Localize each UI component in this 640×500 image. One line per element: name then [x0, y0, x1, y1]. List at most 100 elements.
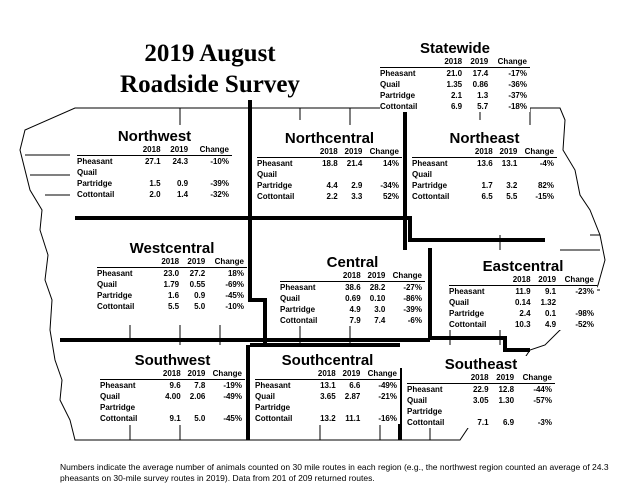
value-cell: 52%: [382, 192, 399, 201]
page-title: 2019 August Roadside Survey: [95, 38, 325, 100]
column-header: Change: [559, 275, 597, 286]
value-cell: 17.4: [472, 69, 489, 78]
table-row: Quail 1.79 0.55 -69%: [97, 279, 247, 290]
value-cell: 1.30: [498, 396, 515, 405]
value-cell: 3.65: [320, 392, 336, 401]
table-row: Cottontail 2.0 1.4 -32%: [77, 189, 232, 200]
value-cell: 0.86: [472, 80, 489, 89]
table-row: Partridge: [255, 402, 400, 413]
region-name: Northwest: [117, 128, 192, 145]
species-label: Partridge: [380, 91, 416, 100]
header-row: 2018 2019 Change: [380, 57, 530, 68]
value-cell: -27%: [403, 283, 422, 292]
table-row: Partridge 1.5 0.9 -39%: [77, 178, 232, 189]
value-cell: 0.69: [345, 294, 361, 303]
region-northeast: Northeast 2018 2019 Change Pheasant 13.6 13.1-…: [412, 130, 557, 202]
region-westcentral: Westcentral 2018 2019 Change Pheasant 23.0 27.…: [97, 240, 247, 312]
column-header: Change: [363, 369, 400, 380]
table-row: Cottontail 6.5 5.5 -15%: [412, 191, 557, 202]
value-cell: 5.5: [167, 302, 180, 311]
region-name: Southwest: [134, 352, 211, 369]
value-cell: [363, 402, 400, 413]
value-cell: 0.10: [369, 294, 386, 303]
value-cell: -18%: [508, 102, 527, 111]
value-cell: 10.3: [514, 320, 531, 329]
species-label: Partridge: [255, 403, 291, 412]
species-label: Pheasant: [255, 381, 291, 390]
column-header: 2018: [316, 147, 341, 158]
value-cell: 5.0: [194, 414, 206, 423]
value-cell: [184, 402, 209, 413]
value-cell: [471, 169, 496, 180]
value-cell: -32%: [210, 190, 229, 199]
value-cell: 13.2: [320, 414, 336, 423]
header-row: 2018 2019 Change: [280, 271, 425, 282]
value-cell: 1.6: [167, 291, 180, 300]
value-cell: 18%: [227, 269, 244, 278]
species-label: Pheasant: [280, 283, 316, 292]
table-row: Quail 3.65 2.87 -21%: [255, 391, 400, 402]
species-label: Pheasant: [77, 157, 113, 166]
table-row: Cottontail 6.9 5.7 -18%: [380, 101, 530, 112]
value-cell: -4%: [539, 159, 554, 168]
header-row: 2018 2019 Change: [77, 145, 232, 156]
table-row: Quail: [77, 167, 232, 178]
species-label: Quail: [97, 280, 118, 289]
table-row: Pheasant 18.8 21.4 14%: [257, 158, 402, 170]
value-cell: 3.3: [351, 192, 363, 201]
value-cell: 4.4: [326, 181, 338, 190]
table-row: Quail 1.35 0.86 -36%: [380, 79, 530, 90]
value-cell: 1.5: [149, 179, 161, 188]
column-header: 2019: [495, 147, 521, 158]
header-blank: [380, 57, 439, 68]
value-cell: 6.9: [450, 102, 463, 111]
value-cell: 28.2: [369, 283, 386, 292]
header-row: 2018 2019 Change: [412, 147, 557, 158]
region-table: 2018 2019 Change Pheasant 21.0 17.4 -17% Quail 1…: [380, 57, 530, 112]
column-header: 2018: [159, 369, 184, 380]
region-southwest: Southwest 2018 2019 Change Pheasant 9.6 7.8 -19…: [100, 352, 245, 424]
table-row: Cottontail 9.1 5.0 -45%: [100, 413, 245, 424]
value-cell: 9.1: [169, 414, 181, 423]
value-cell: 0.9: [194, 291, 206, 300]
column-header: Change: [520, 147, 557, 158]
value-cell: -3%: [537, 418, 552, 427]
header-row: 2018 2019 Change: [97, 257, 247, 268]
region-name: Central: [326, 254, 379, 271]
header-blank: [255, 369, 314, 380]
species-label: Cottontail: [449, 320, 487, 329]
table-row: Quail: [257, 169, 402, 180]
value-cell: 22.9: [472, 385, 489, 394]
table-row: Cottontail 7.9 7.4 -6%: [280, 315, 425, 326]
species-label: Cottontail: [257, 192, 295, 201]
header-row: 2018 2019 Change: [100, 369, 245, 380]
value-cell: -39%: [210, 179, 229, 188]
value-cell: 0.1: [544, 309, 557, 318]
species-label: Pheasant: [100, 381, 136, 390]
value-cell: [341, 169, 366, 180]
species-label: Pheasant: [412, 159, 448, 168]
value-cell: 11.9: [515, 287, 531, 296]
value-cell: 2.1: [450, 91, 463, 100]
value-cell: 0.14: [514, 298, 531, 307]
value-cell: 6.9: [502, 418, 515, 427]
title-line-2: Roadside Survey: [120, 71, 300, 98]
column-header: 2019: [533, 275, 560, 286]
column-header: 2018: [314, 369, 339, 380]
value-cell: 13.1: [320, 381, 336, 390]
value-cell: 14%: [382, 159, 399, 168]
species-label: Cottontail: [380, 102, 418, 111]
value-cell: [164, 167, 192, 178]
header-row: 2018 2019 Change: [255, 369, 400, 380]
value-cell: -39%: [403, 305, 422, 314]
species-label: Quail: [255, 392, 276, 401]
value-cell: 7.4: [374, 316, 386, 325]
value-cell: 6.5: [481, 192, 493, 201]
value-cell: -45%: [223, 414, 242, 423]
column-header: 2019: [338, 369, 364, 380]
region-table: 2018 2019 Change Pheasant 27.1 24.3 -10% Quail P…: [77, 145, 232, 200]
table-row: Cottontail 7.1 6.9 -3%: [407, 417, 555, 428]
species-label: Cottontail: [77, 190, 115, 199]
value-cell: -17%: [508, 69, 527, 78]
